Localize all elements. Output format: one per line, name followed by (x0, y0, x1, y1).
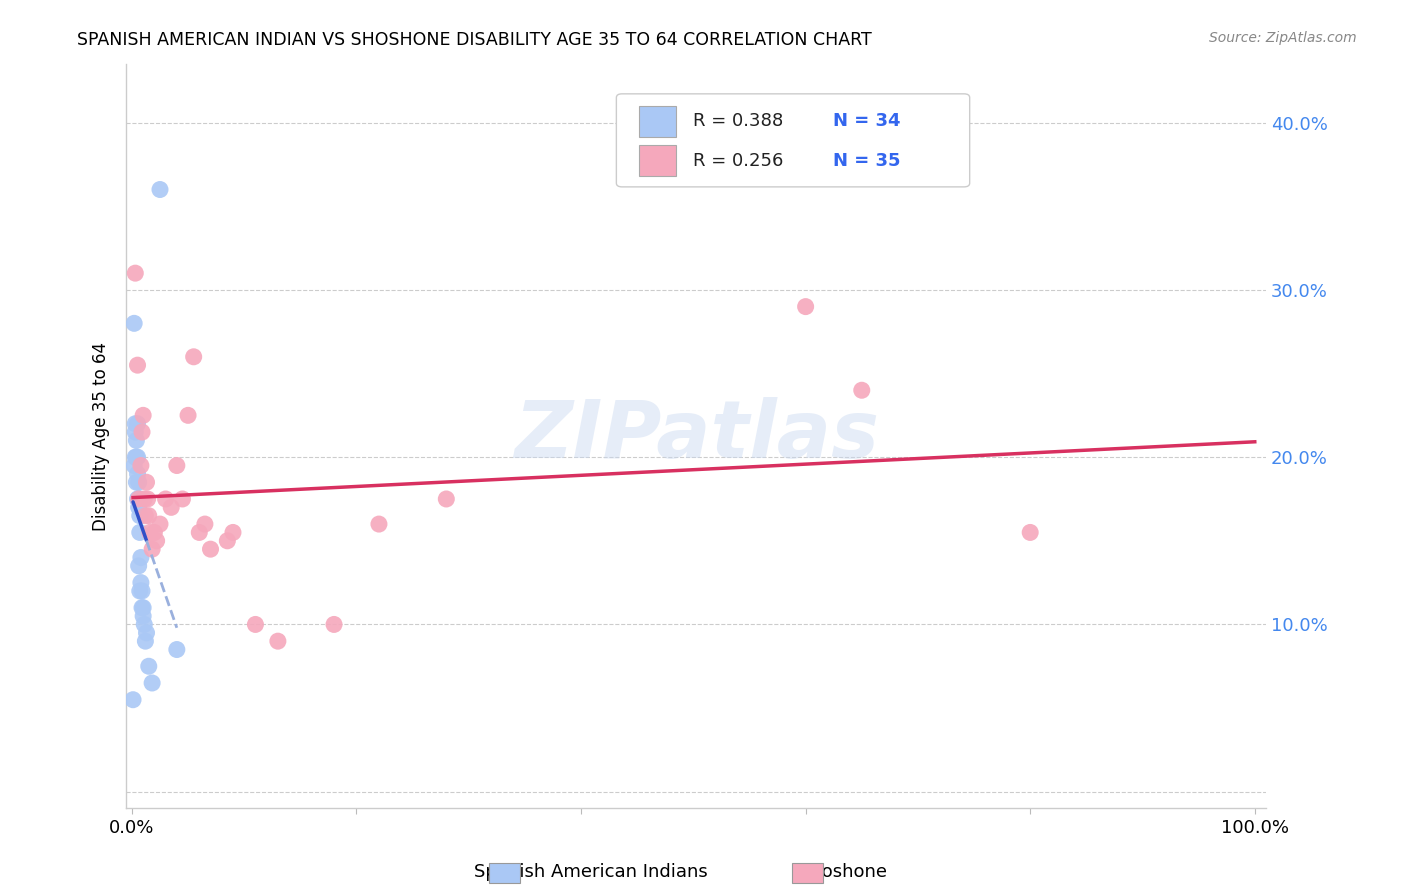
Point (434, 491, 457, 506)
Point (138, 508, 160, 523)
Point (141, 542, 163, 557)
Point (134, 508, 156, 523)
Point (217, 533, 239, 548)
Point (129, 575, 152, 590)
Point (134, 491, 156, 506)
Point (135, 475, 157, 490)
Point (136, 491, 159, 506)
Point (166, 642, 188, 657)
Text: Spanish American Indians: Spanish American Indians (474, 863, 707, 881)
Point (128, 491, 150, 506)
Point (122, 316, 145, 330)
Point (149, 517, 172, 532)
Point (132, 600, 155, 615)
Point (124, 417, 146, 431)
Point (128, 475, 150, 490)
Point (128, 508, 150, 523)
Point (127, 450, 149, 465)
Point (128, 491, 150, 506)
Point (194, 517, 217, 532)
Point (851, 384, 873, 398)
Point (124, 425, 146, 439)
Point (127, 358, 149, 372)
Point (127, 491, 149, 506)
Point (794, 300, 817, 314)
Point (149, 182, 172, 196)
Point (188, 525, 211, 540)
Point (155, 491, 177, 506)
Point (128, 584, 150, 599)
Point (222, 525, 245, 540)
Point (160, 500, 183, 515)
Point (139, 525, 162, 540)
Point (129, 458, 152, 473)
Point (323, 617, 346, 632)
Point (172, 491, 194, 506)
Point (127, 467, 149, 481)
Point (138, 659, 160, 673)
Point (132, 409, 155, 423)
Text: Source: ZipAtlas.com: Source: ZipAtlas.com (1209, 31, 1357, 45)
Point (131, 425, 153, 439)
Point (125, 434, 148, 448)
Text: R = 0.256: R = 0.256 (693, 152, 783, 169)
Text: ZIPatlas: ZIPatlas (513, 397, 879, 475)
Point (129, 550, 152, 565)
Point (125, 450, 148, 465)
Point (125, 475, 148, 490)
Point (127, 417, 149, 431)
Point (166, 458, 188, 473)
Point (122, 692, 145, 706)
Point (132, 609, 155, 624)
Text: SPANISH AMERICAN INDIAN VS SHOSHONE DISABILITY AGE 35 TO 64 CORRELATION CHART: SPANISH AMERICAN INDIAN VS SHOSHONE DISA… (77, 31, 872, 49)
Point (143, 525, 166, 540)
Point (128, 491, 150, 506)
Text: Shoshone: Shoshone (800, 863, 887, 881)
Point (131, 600, 153, 615)
Bar (640, 106, 676, 137)
Point (135, 625, 157, 640)
Point (1019, 525, 1042, 540)
Point (131, 584, 153, 599)
Bar (640, 145, 676, 177)
Point (128, 525, 150, 540)
FancyBboxPatch shape (616, 94, 970, 187)
Point (200, 542, 222, 557)
Text: N = 35: N = 35 (832, 152, 900, 169)
Point (134, 634, 156, 648)
Text: N = 34: N = 34 (832, 112, 900, 130)
Point (124, 450, 146, 465)
Point (267, 634, 290, 648)
Point (124, 266, 146, 280)
Point (128, 500, 150, 515)
Point (122, 458, 145, 473)
Text: R = 0.388: R = 0.388 (693, 112, 783, 130)
Point (177, 409, 200, 423)
Point (141, 676, 163, 690)
Y-axis label: Disability Age 35 to 64: Disability Age 35 to 64 (93, 342, 110, 531)
Point (145, 533, 167, 548)
Point (368, 517, 391, 532)
Point (128, 558, 150, 573)
Point (245, 617, 267, 632)
Point (183, 350, 205, 364)
Point (134, 617, 156, 632)
